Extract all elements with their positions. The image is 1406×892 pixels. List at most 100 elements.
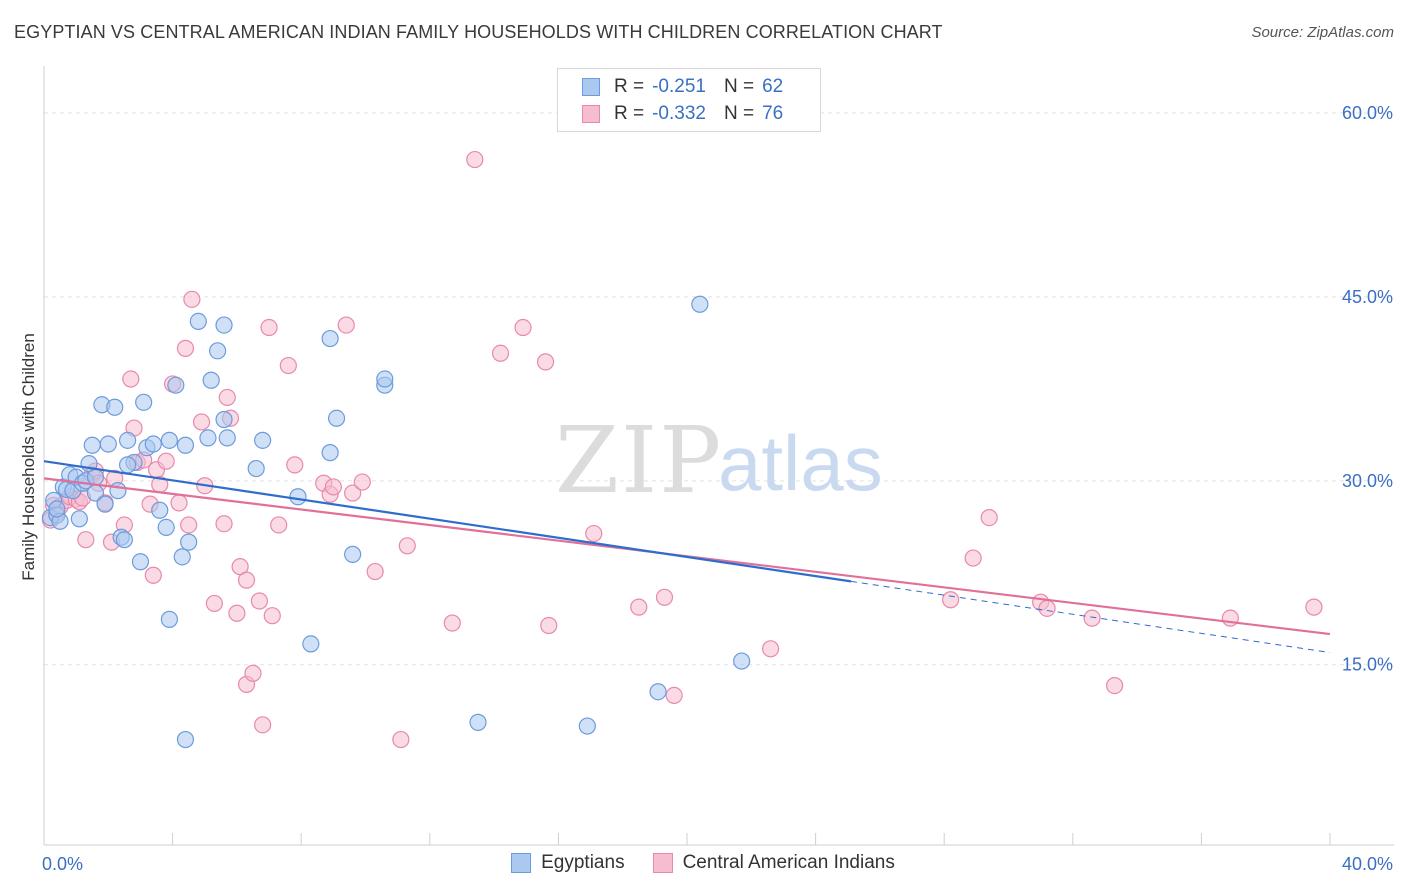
egyptians-point — [157, 518, 175, 537]
egyptians-point — [115, 531, 133, 549]
cai-point — [964, 549, 982, 567]
cai-r-value: -0.332 — [652, 103, 706, 124]
cai-point — [630, 598, 648, 616]
cai-point — [122, 370, 140, 388]
egyptians-swatch — [582, 78, 600, 96]
egyptians-point — [321, 329, 339, 348]
cai-point — [942, 591, 960, 609]
cai-point — [1083, 609, 1101, 627]
cai-point — [655, 588, 674, 606]
cai-point — [144, 566, 162, 584]
legend-row-cai: R = -0.332 N = 76 — [582, 101, 783, 127]
cai-point — [398, 537, 416, 555]
cai-point — [250, 592, 269, 610]
egyptians-legend-label: Egyptians — [541, 852, 625, 873]
cai-point — [443, 614, 461, 632]
egyptians-point — [118, 456, 137, 474]
egyptians-point — [247, 459, 265, 478]
cai-point — [215, 515, 233, 533]
cai-point — [514, 318, 532, 337]
legend-row-egyptians: R = -0.251 N = 62 — [582, 74, 783, 100]
egyptians-point — [189, 312, 207, 331]
egyptians-point — [106, 398, 124, 416]
cai-point — [176, 339, 195, 357]
tick-labels: 15.0% 30.0% 45.0% 60.0% 0.0% 40.0% — [42, 103, 1393, 874]
egyptians-point — [96, 495, 114, 513]
egyptians-point — [131, 553, 150, 571]
watermark-atlas: atlas — [718, 419, 883, 507]
cai-point — [491, 344, 510, 362]
cai-point — [270, 516, 288, 534]
legend-item-egyptians: Egyptians — [511, 852, 625, 874]
egyptians-point — [86, 468, 105, 486]
cai-point — [1105, 676, 1124, 695]
n-label: N = — [723, 76, 755, 97]
egyptians-point — [176, 436, 195, 454]
cai-point — [536, 353, 555, 371]
cai-point — [205, 594, 223, 613]
cai-point — [77, 531, 95, 549]
cai-point — [170, 494, 188, 512]
cai-point — [244, 664, 262, 682]
egyptians-point — [109, 482, 127, 500]
egyptians-r-value: -0.251 — [652, 76, 706, 97]
x-tick-label: 40.0% — [1342, 854, 1393, 874]
watermark-zip: ZIP — [555, 407, 723, 514]
cai-n-value: 76 — [762, 103, 784, 124]
cai-point — [366, 562, 384, 581]
egyptians-point — [202, 371, 220, 389]
cai-swatch — [582, 105, 600, 123]
egyptians-point — [254, 431, 272, 449]
y-tick-label: 30.0% — [1342, 471, 1393, 491]
cai-point — [392, 730, 410, 749]
cai-point — [585, 524, 603, 543]
egyptians-point — [83, 436, 101, 454]
egyptians-point — [218, 429, 236, 447]
egyptians-point — [144, 435, 162, 453]
cai-point — [228, 604, 246, 622]
cai-point — [761, 640, 780, 658]
egyptians-point — [209, 342, 227, 360]
r-label: R = — [614, 76, 645, 97]
egyptians-point — [180, 533, 198, 551]
cai-legend-label: Central American Indians — [682, 852, 895, 873]
egyptians-point — [199, 429, 217, 447]
source-label: Source: ZipAtlas.com — [1251, 24, 1394, 41]
egyptians-point — [469, 713, 487, 731]
legend-item-cai: Central American Indians — [652, 852, 895, 874]
cai-point — [324, 478, 342, 496]
egyptians-point — [376, 370, 394, 388]
egyptians-point — [215, 410, 233, 429]
egyptians-point — [160, 610, 178, 628]
axes — [43, 66, 1394, 846]
egyptians-point — [160, 431, 178, 449]
cai-point — [337, 316, 355, 334]
egyptians-point — [167, 376, 185, 394]
egyptians-trend-line — [43, 460, 852, 583]
egyptians-point — [70, 510, 88, 528]
cai-point — [540, 616, 558, 635]
y-tick-label: 15.0% — [1342, 655, 1393, 675]
trend-lines — [43, 460, 1331, 653]
series-legend: Egyptians Central American Indians — [0, 852, 1406, 874]
egyptians-point — [176, 730, 195, 749]
cai-point — [353, 473, 371, 491]
cai-point — [286, 456, 304, 474]
egyptians-point — [173, 548, 191, 566]
cai-point — [254, 716, 272, 734]
cai-point — [180, 516, 198, 534]
egyptians-point — [289, 488, 307, 506]
egyptians-point — [151, 501, 169, 519]
chart-title: EGYPTIAN VS CENTRAL AMERICAN INDIAN FAMI… — [14, 22, 943, 42]
cai-point — [263, 607, 281, 625]
cai-point — [1038, 599, 1056, 617]
cai-point — [157, 452, 175, 470]
cai-point — [260, 318, 278, 337]
egyptians-point — [344, 545, 362, 563]
egyptians-point — [691, 295, 709, 313]
egyptians-point — [649, 683, 667, 701]
correlation-legend: R = -0.251 N = 62 R = -0.332 N = 76 — [557, 68, 821, 132]
watermark: ZIP atlas — [555, 407, 883, 514]
egyptians-point — [302, 635, 320, 653]
